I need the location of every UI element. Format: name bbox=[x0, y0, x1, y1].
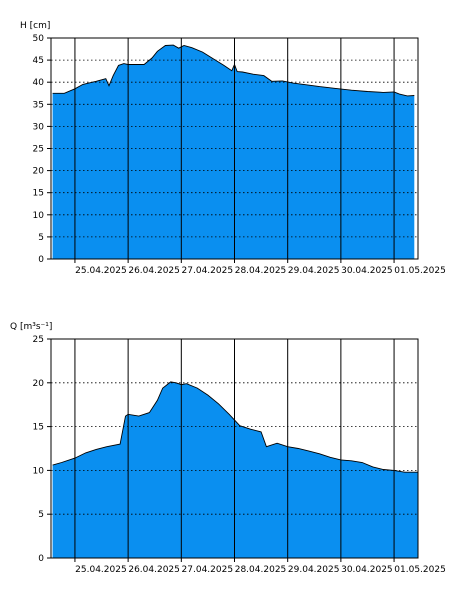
y-tick-label: 5 bbox=[38, 510, 44, 520]
x-tick-label: 01.05.2025 bbox=[394, 565, 446, 575]
series-area bbox=[52, 45, 415, 259]
water-level-chart: H [cm] 0 5 10 15 20 25 30 35 40 45 50 25.04.2025 26.0… bbox=[20, 21, 446, 276]
y-tick-label: 35 bbox=[33, 100, 44, 110]
y-tick-label: 25 bbox=[33, 335, 44, 345]
x-tick-label: 28.04.2025 bbox=[235, 565, 287, 575]
y-axis-title: H [cm] bbox=[20, 21, 50, 31]
x-tick-label: 26.04.2025 bbox=[128, 266, 180, 276]
x-tick-label: 30.04.2025 bbox=[341, 565, 393, 575]
y-tick-label: 5 bbox=[38, 233, 44, 243]
x-tick-label: 25.04.2025 bbox=[75, 565, 127, 575]
y-tick-label: 0 bbox=[38, 255, 44, 265]
plot-frame bbox=[50, 338, 419, 559]
y-tick-label: 50 bbox=[33, 34, 45, 44]
series-line bbox=[52, 381, 418, 473]
y-tick-label: 15 bbox=[33, 189, 44, 199]
x-tick-label: 26.04.2025 bbox=[128, 565, 180, 575]
y-tick-label: 40 bbox=[33, 78, 45, 88]
x-tick-label: 29.04.2025 bbox=[288, 266, 340, 276]
x-tick-label: 28.04.2025 bbox=[235, 266, 287, 276]
x-tick-label: 25.04.2025 bbox=[75, 266, 127, 276]
y-tick-label: 30 bbox=[33, 122, 45, 132]
y-tick-label: 15 bbox=[33, 423, 44, 433]
y-tick-label: 10 bbox=[33, 211, 45, 221]
y-axis-title: Q [m³s⁻¹] bbox=[10, 322, 52, 332]
y-tick-label: 0 bbox=[38, 554, 44, 564]
y-tick-label: 20 bbox=[33, 379, 45, 389]
plot-frame bbox=[50, 37, 419, 260]
y-tick-label: 10 bbox=[33, 466, 45, 476]
x-tick-label: 30.04.2025 bbox=[341, 266, 393, 276]
y-tick-label: 45 bbox=[33, 56, 44, 66]
y-tick-label: 25 bbox=[33, 145, 44, 155]
x-tick-label: 27.04.2025 bbox=[182, 565, 234, 575]
x-tick-label: 01.05.2025 bbox=[394, 266, 446, 276]
y-tick-label: 20 bbox=[33, 167, 45, 177]
series-area bbox=[52, 381, 418, 558]
x-tick-label: 29.04.2025 bbox=[288, 565, 340, 575]
x-tick-label: 27.04.2025 bbox=[182, 266, 234, 276]
